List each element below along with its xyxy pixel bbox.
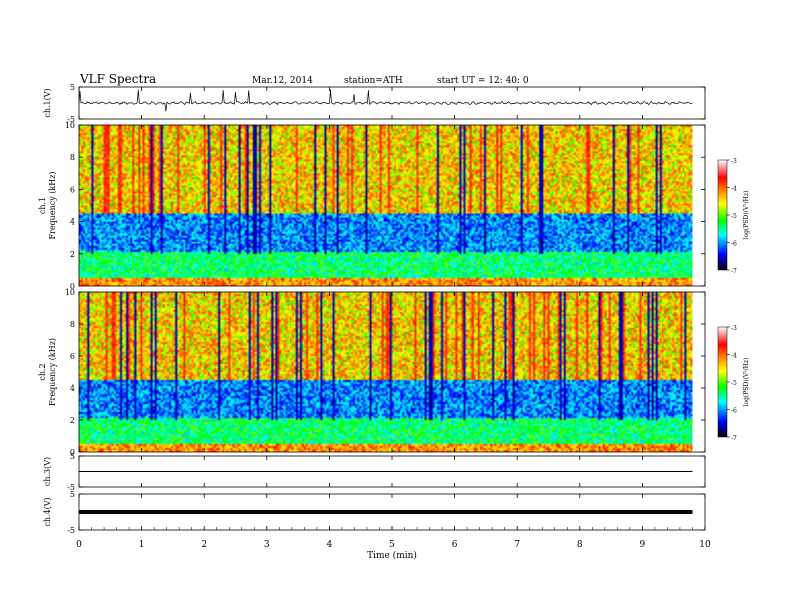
y-tick-label: 5 [70,452,75,461]
y-tick-label: -5 [67,115,75,124]
y-axis-label: ch.4(V) [43,497,52,526]
y-tick-label: 10 [65,288,75,297]
colorbar-tick-label: -7 [731,268,737,275]
x-tick-label: 8 [577,540,583,550]
colorbar-label: log(PSD)(V²/Hz) [743,191,750,240]
colorbar-tick-label: -5 [731,380,737,387]
y-tick-label: 0 [70,448,75,457]
spectrogram-image [79,125,693,286]
x-tick-label: 0 [76,540,82,550]
colorbar-gradient [717,326,728,438]
time-axis: 0 1 2 3 4 5 6 7 8 9 10 [76,527,711,550]
x-tick-label: 5 [389,540,395,550]
ch4-waveform-panel: 5 -5 ch.4(V) [43,490,706,535]
y-tick-label: -5 [67,483,75,492]
x-tick-label: 6 [452,540,458,550]
y-axis-label: ch.1(V) [43,88,52,117]
ch2-spectrogram-panel: 0 2 4 6 8 10 ch.2 Frequency (kHz) [38,288,706,457]
y-axis-label: Frequency (kHz) [48,171,57,239]
x-tick-label: 4 [327,540,333,550]
y-tick-label: 0 [70,282,75,291]
figure-title: VLF Spectra [79,72,156,86]
start-time-label: start UT = 12: 40: 0 [437,76,529,86]
colorbar-label: log(PSD)(V²/Hz) [743,358,750,407]
ch1-waveform-panel: 5 -5 ch.1(V) [43,83,706,124]
x-tick-label: 7 [514,540,520,550]
colorbar-tick-label: -5 [731,213,737,220]
y-tick-label: 8 [70,153,75,162]
colorbar-tick-label: -4 [731,186,737,193]
ch3-waveform-panel: 5 -5 ch.3(V) [43,452,706,492]
station-label: station=ATH [344,76,403,86]
y-tick-label: 2 [70,416,75,425]
colorbar-tick-label: -7 [731,435,737,442]
y-tick-label: 4 [70,384,75,393]
y-tick-label: 5 [70,83,75,92]
y-tick-label: 10 [65,121,75,130]
y-tick-label: 6 [70,352,75,361]
colorbar-tick-label: -6 [731,241,737,248]
x-tick-label: 10 [699,540,711,550]
y-tick-label: 4 [70,218,75,227]
x-tick-label: 9 [640,540,646,550]
colorbar-tick-label: -3 [731,325,737,332]
colorbar-tick-label: -6 [731,408,737,415]
y-tick-label: 6 [70,185,75,194]
ch1-colorbar: -3 -4 -5 -6 -7 log(PSD)(V²/Hz) [717,158,750,275]
y-axis-label: ch.1 [38,197,47,214]
ch1-spectrogram-panel: 0 2 4 6 8 10 ch.1 Frequency (kHz) [38,121,706,291]
colorbar-tick-label: -3 [731,158,737,165]
y-tick-label: 2 [70,250,75,259]
ch2-colorbar: -3 -4 -5 -6 -7 log(PSD)(V²/Hz) [717,325,750,442]
time-axis-label: Time (min) [367,550,417,561]
y-tick-label: 5 [70,490,75,499]
x-tick-label: 2 [201,540,207,550]
y-tick-label: -5 [67,526,75,535]
y-tick-label: 8 [70,320,75,329]
colorbar-tick-label: -4 [731,353,737,360]
x-tick-label: 3 [264,540,270,550]
ch1-waveform-trace [78,89,693,112]
x-tick-label: 1 [139,540,145,550]
y-axis-label: ch.2 [38,363,47,380]
date-label: Mar.12, 2014 [252,76,313,86]
spectrogram-image [79,292,693,452]
y-axis-label: Frequency (kHz) [48,338,57,406]
y-axis-label: ch.3(V) [43,457,52,486]
colorbar-gradient [717,159,728,271]
